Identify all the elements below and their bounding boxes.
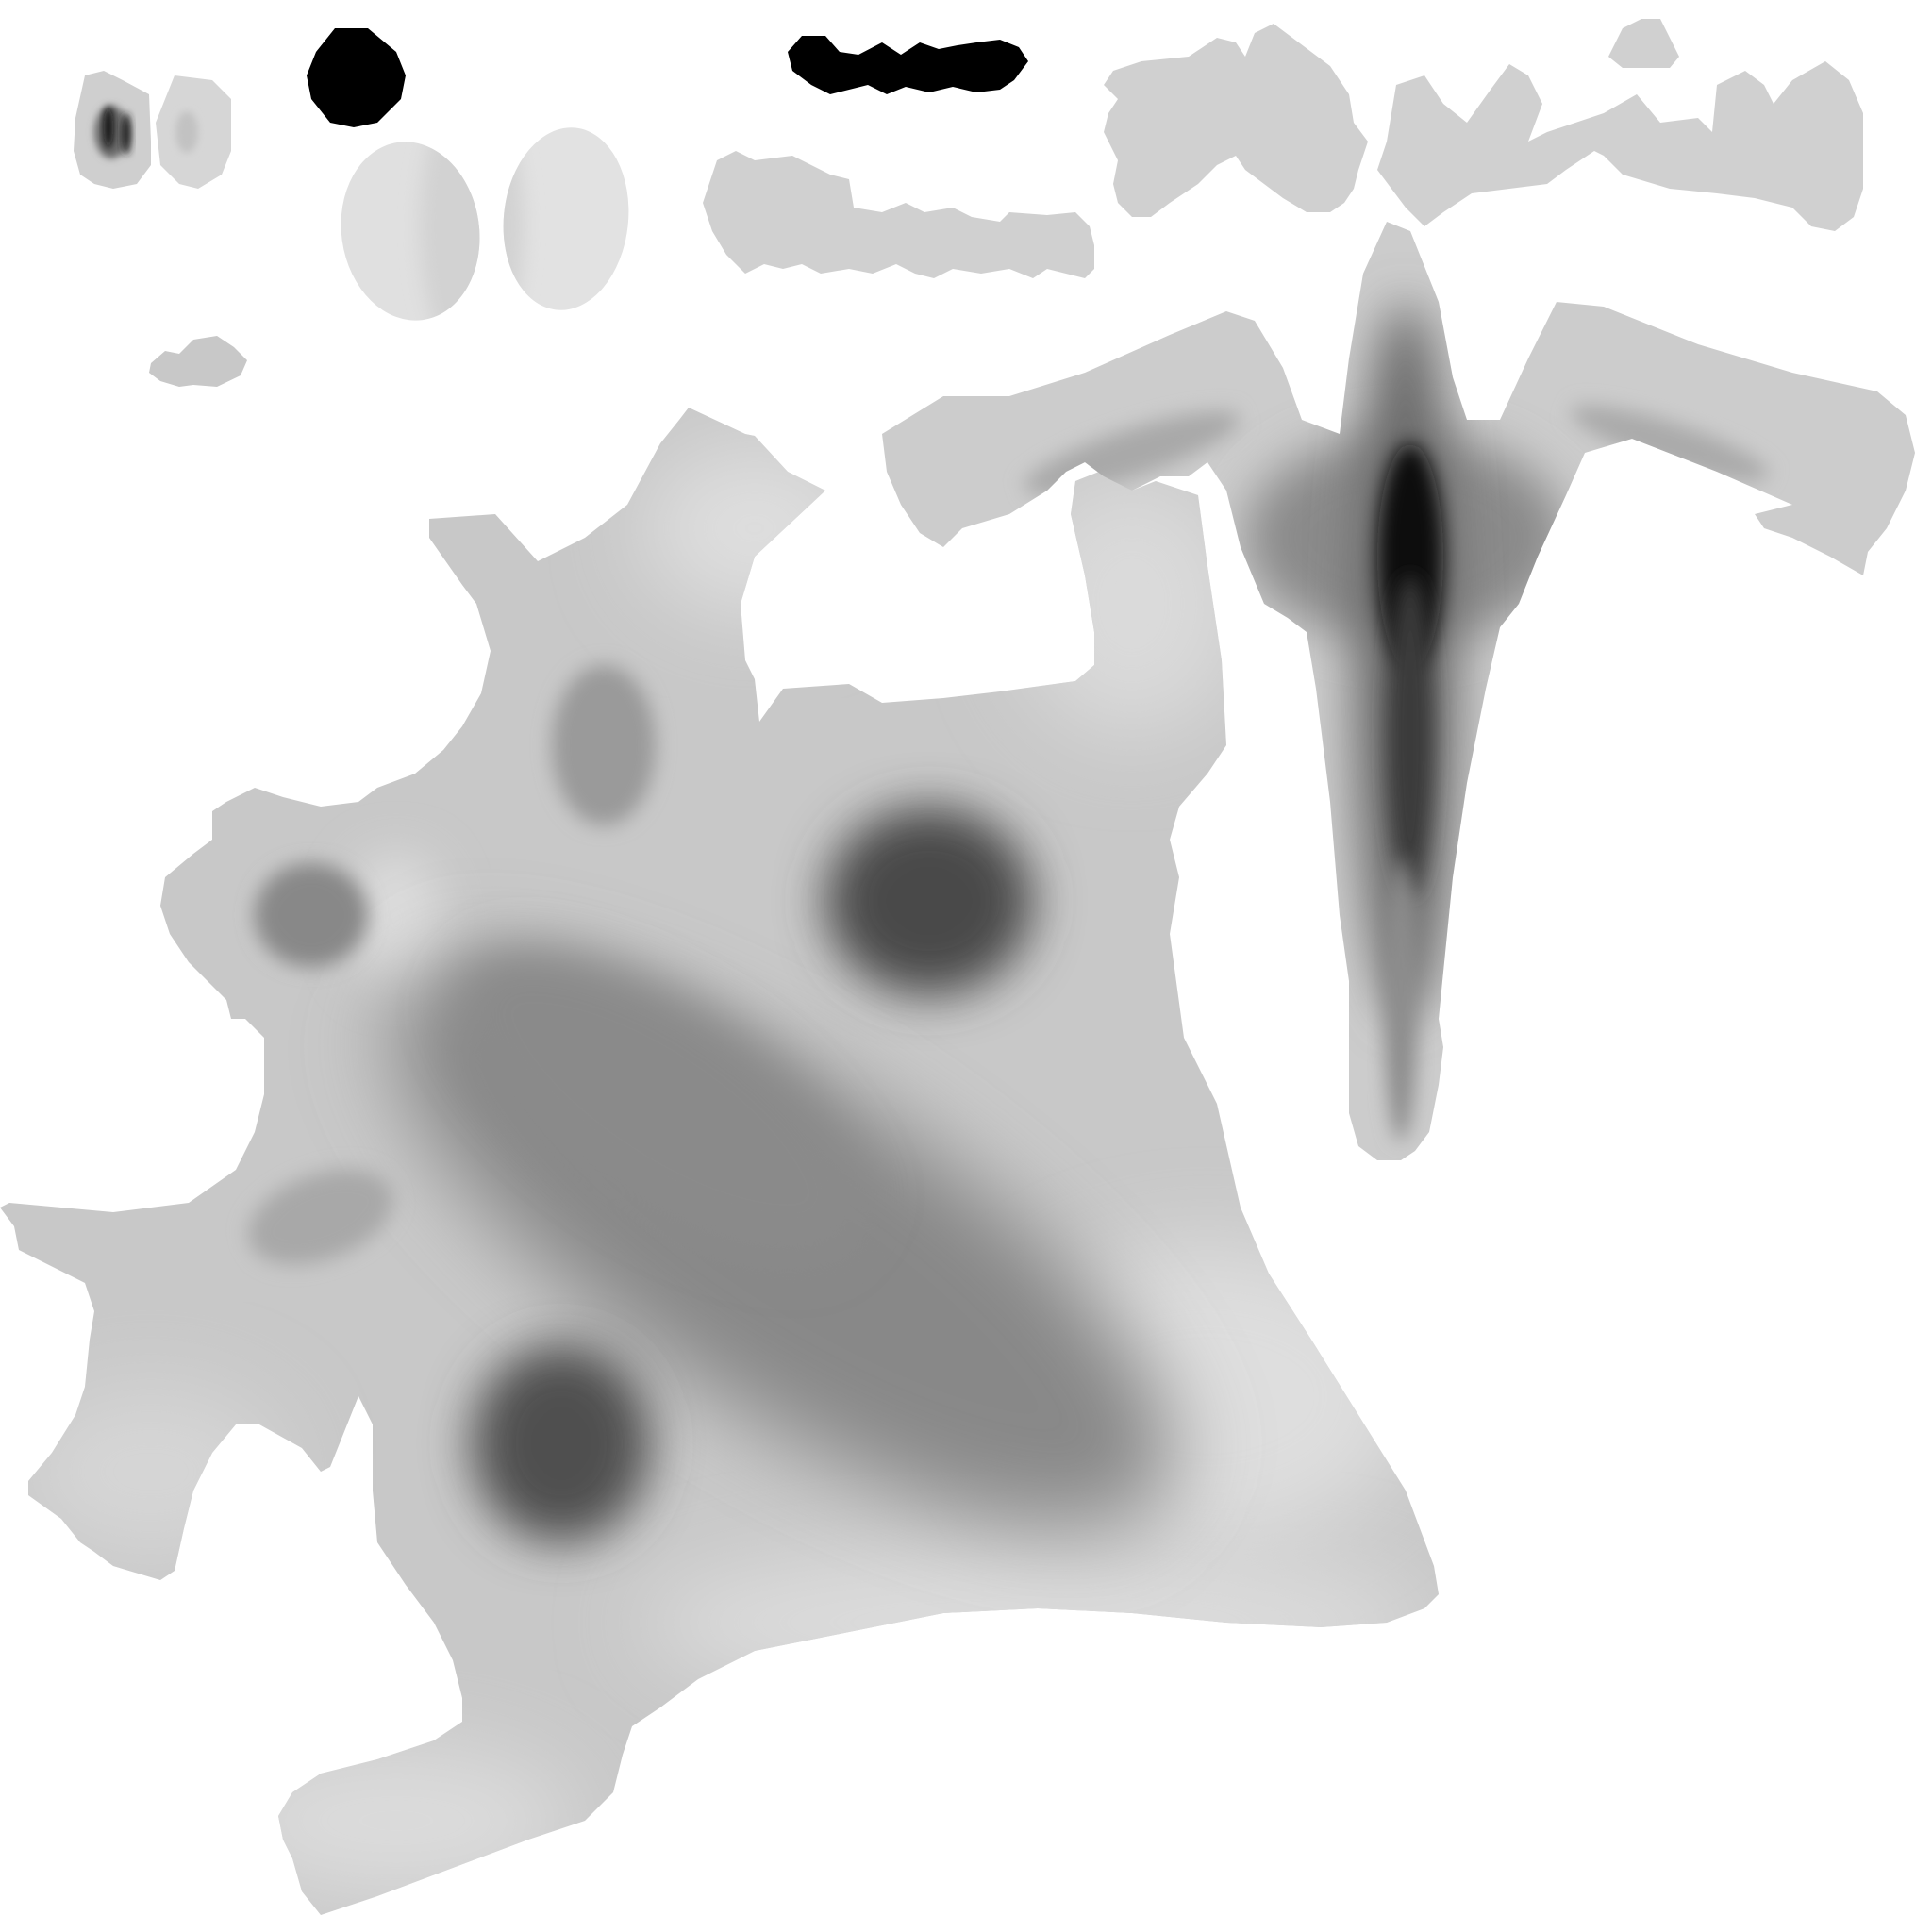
gray-row-uv-island [703,151,1094,278]
top-right-uv-strip [1377,19,1863,231]
small-eye-uv-island [74,71,231,189]
main-uv-island [0,408,1439,1915]
tiny-pill-uv-island [149,336,247,387]
top-middle-uv-strip [1104,24,1368,217]
wishbone-uv-island [882,222,1915,1160]
black-bar-uv-island [788,36,1028,94]
lens-pair-uv-island [341,121,629,330]
black-dot-uv-island [307,28,406,127]
